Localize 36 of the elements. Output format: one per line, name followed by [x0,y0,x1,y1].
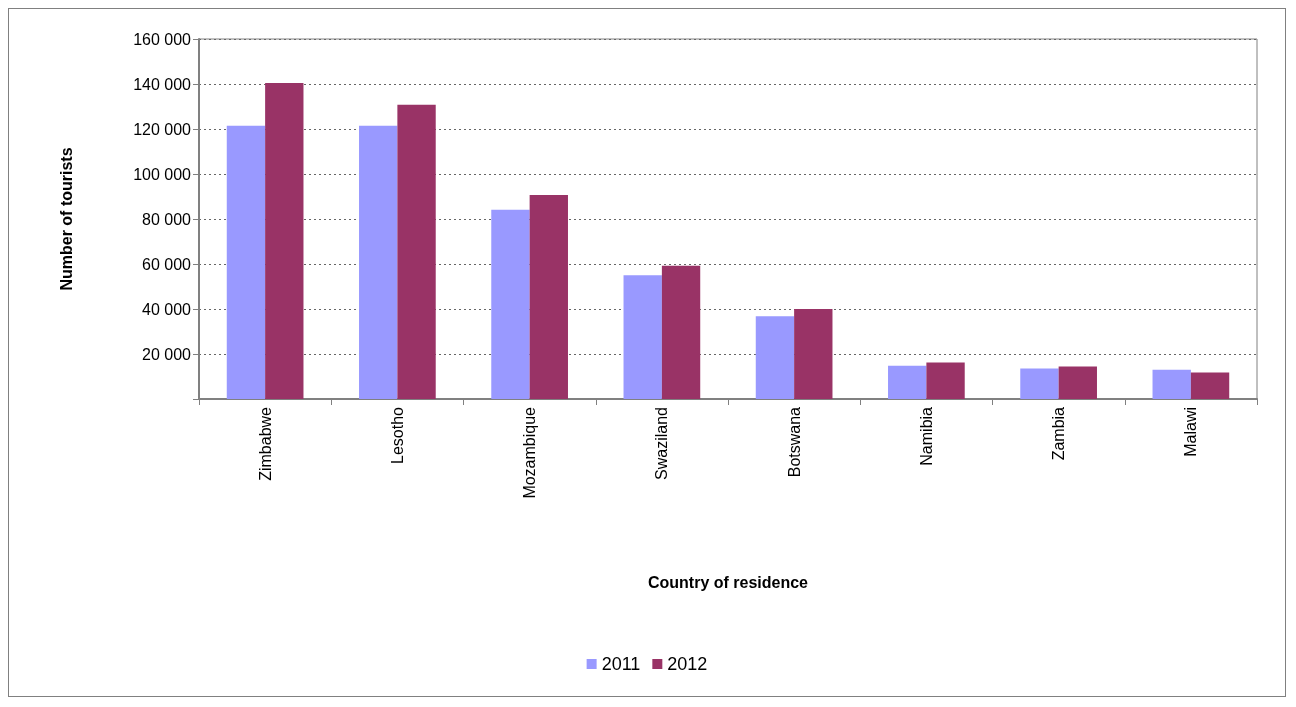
bar [1020,368,1059,399]
y-tick-label: 100 000 [133,165,192,183]
x-tick-label: Zimbabwe [256,406,274,481]
bar [1190,372,1230,399]
bar [226,125,266,399]
x-tick-label: Swaziland [653,407,671,480]
bar [888,365,927,399]
x-tick-label: Malawi [1182,407,1200,457]
bar [794,309,833,399]
bar [359,125,398,399]
y-tick-label: 140 000 [133,75,192,93]
bar [1058,366,1097,399]
x-tick-label: Zambia [1050,406,1068,461]
bar [1152,369,1191,399]
bar [397,104,436,399]
x-tick-label: Mozambique [521,406,539,499]
y-tick-label: 40 000 [142,300,192,318]
bar [623,275,662,399]
bar [491,209,530,399]
legend-label: 2012 [667,654,708,674]
y-tick-label: 20 000 [142,345,192,363]
x-tick-label: Lesotho [388,406,406,464]
y-tick-label: 120 000 [133,120,192,138]
bar [529,194,568,399]
x-axis-title: Country of residence [647,573,809,591]
y-tick-label: 80 000 [142,210,192,228]
y-tick-label: 160 000 [133,30,192,48]
y-tick-label: 60 000 [142,255,192,273]
x-tick-label: Namibia [917,406,935,466]
bar [661,265,701,399]
y-axis-title: Number of tourists [57,147,75,291]
bar [926,362,965,399]
bar [265,82,304,399]
x-tick-label: Botswana [785,406,803,478]
bar [755,316,795,399]
legend-label: 2011 [601,654,641,674]
